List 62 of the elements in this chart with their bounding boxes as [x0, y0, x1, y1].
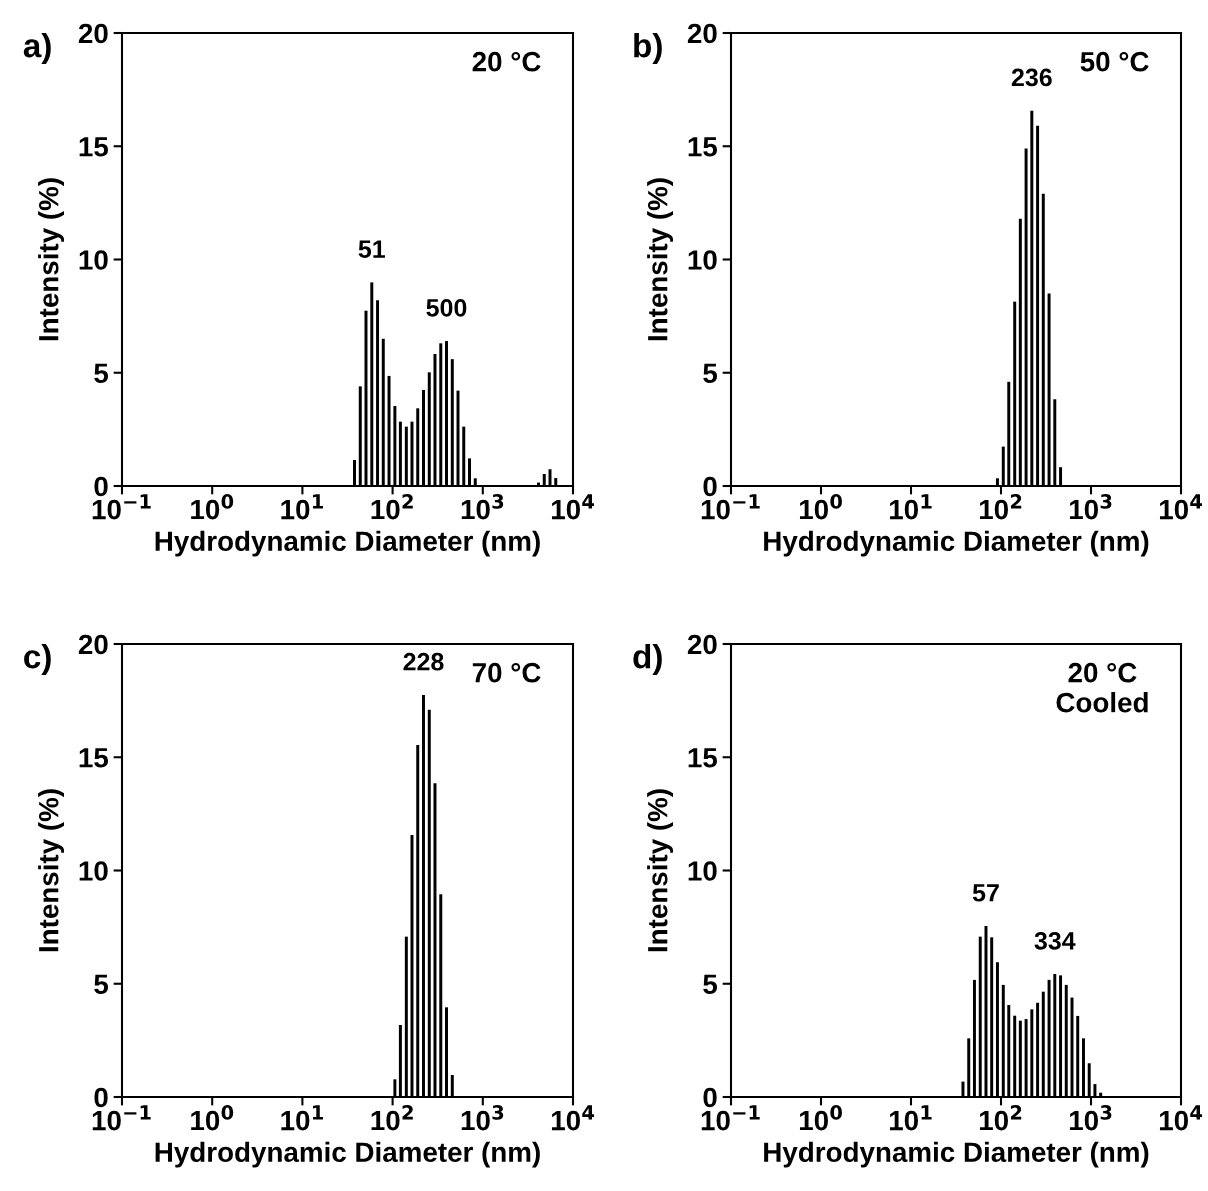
annotation: 20 °C Cooled [1056, 662, 1148, 713]
x-tick-label: 10$^{3}$ [461, 494, 504, 520]
x-tick-label: 10$^{3}$ [461, 1105, 504, 1131]
y-axis-title: Intensity (%) [38, 789, 65, 952]
x-tick-label: 10$^{1}$ [889, 494, 932, 520]
y-tick-label: 0 [94, 1087, 108, 1108]
y-tick-label: 0 [94, 476, 108, 497]
y-tick-label: 0 [703, 1087, 717, 1108]
y-axis-title: Intensity (%) [38, 178, 65, 341]
y-tick-label: 15 [688, 748, 718, 768]
y-tick-label: 20 [687, 634, 717, 655]
y-tick-label: 5 [94, 974, 109, 995]
y-tick-label: 5 [703, 363, 718, 384]
x-axis-title: Hydrodynamic Diameter (nm) [155, 530, 540, 557]
y-tick-label: 10 [79, 861, 108, 881]
x-tick-label: 10$^{3}$ [1069, 494, 1112, 520]
x-axis-title: Hydrodynamic Diameter (nm) [155, 1141, 540, 1168]
x-tick-label: 10$^{0}$ [799, 1105, 842, 1131]
annotation: 500 [426, 298, 467, 317]
annotation: 70 °C [472, 662, 541, 683]
x-tick-label: 10$^{2}$ [979, 494, 1022, 520]
y-tick-label: 10 [688, 250, 717, 270]
x-tick-label: 10$^{4}$ [1159, 494, 1203, 520]
x-tick-label: 10$^{1}$ [889, 1105, 932, 1131]
x-tick-label: 10$^{2}$ [979, 1105, 1022, 1131]
x-tick-label: 10$^{1}$ [281, 494, 323, 520]
annotation: 236 [1011, 68, 1052, 87]
x-tick-label: 10$^{4}$ [551, 1105, 595, 1131]
y-tick-label: 20 [78, 634, 108, 655]
x-tick-label: 10$^{0}$ [191, 494, 234, 520]
annotation: 57 [972, 884, 999, 902]
y-tick-label: 10 [688, 861, 717, 881]
chart-title: d) [633, 644, 662, 676]
y-tick-label: 15 [79, 748, 109, 768]
y-axis-title: Intensity (%) [647, 178, 674, 341]
annotation: 228 [403, 652, 444, 671]
x-tick-label: 10$^{4}$ [1159, 1105, 1203, 1131]
annotation: 50 °C [1080, 51, 1149, 72]
y-tick-label: 15 [688, 137, 718, 157]
y-tick-label: 20 [78, 23, 108, 44]
y-tick-label: 10 [79, 250, 108, 270]
x-tick-label: 10$^{2}$ [371, 1105, 413, 1131]
x-axis-title: Hydrodynamic Diameter (nm) [764, 530, 1149, 557]
x-tick-label: 10$^{0}$ [191, 1105, 234, 1131]
annotation: 51 [358, 240, 386, 258]
chart-title: b) [634, 33, 662, 65]
x-tick-label: 10$^{3}$ [1069, 1105, 1112, 1131]
y-tick-label: 0 [703, 476, 717, 497]
annotation: 334 [1034, 931, 1076, 950]
y-tick-label: 5 [703, 974, 718, 995]
x-tick-label: 10$^{4}$ [551, 494, 595, 520]
x-tick-label: 10$^{1}$ [281, 1105, 323, 1131]
annotation: 20 °C [472, 51, 541, 72]
chart-title: c) [24, 644, 51, 676]
y-tick-label: 15 [79, 137, 109, 157]
x-axis-title: Hydrodynamic Diameter (nm) [764, 1141, 1149, 1168]
y-axis-title: Intensity (%) [647, 789, 674, 952]
x-tick-label: 10$^{0}$ [799, 494, 842, 520]
y-tick-label: 5 [94, 363, 109, 384]
chart-title: a) [23, 33, 51, 65]
x-tick-label: 10$^{2}$ [371, 494, 413, 520]
y-tick-label: 20 [687, 23, 717, 44]
